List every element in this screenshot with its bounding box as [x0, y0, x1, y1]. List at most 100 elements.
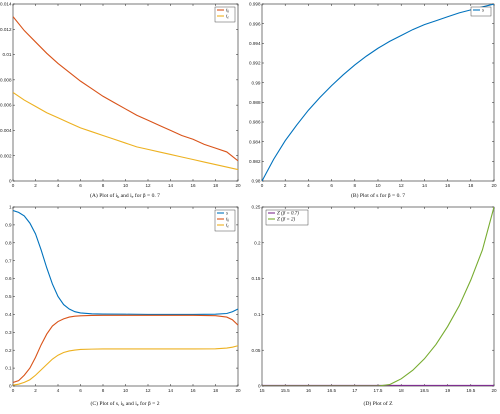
plot-area-frame [261, 3, 495, 182]
legend-subscript: k [227, 10, 229, 14]
y-tick-label: 1 [9, 205, 12, 210]
plot-area-frame [261, 206, 495, 387]
x-tick-label: 18 [468, 183, 474, 188]
x-tick-label: 16 [190, 388, 196, 393]
legend-entry: Z (β = 0.7) [277, 212, 299, 217]
x-tick-label: 17 [352, 388, 358, 393]
y-tick-label: 0 [9, 179, 12, 184]
chart-panel-d: 15 15.5 16 16.5 17 17.5 18 18.5 19 19.5 20 0 0.05 0.1… [252, 205, 497, 407]
x-tick-label: 14 [168, 183, 174, 188]
x-tick-label: 8 [102, 388, 105, 393]
x-tick-label: 19 [445, 388, 451, 393]
x-tick-label: 14 [168, 388, 174, 393]
series-line-2 [13, 92, 238, 171]
y-tick-label: 0.998 [249, 2, 261, 7]
caption-part: and i [119, 193, 132, 199]
y-tick-label: 0.1 [254, 312, 261, 317]
y-tick-label: 0.05 [252, 348, 261, 353]
caption-part: (A) Plot of i [90, 192, 118, 199]
chart-panel-c: 0 2 4 6 8 10 12 14 16 18 20 0 0.1 0.2 0.3 0.4 0.5 0.6 0.7 0… [5, 205, 241, 408]
y-tick-label: 0.008 [0, 77, 12, 82]
x-tick-label: 0 [261, 183, 264, 188]
x-tick-label: 2 [34, 183, 37, 188]
x-tick-label: 12 [145, 388, 151, 393]
x-tick-label: 18 [213, 183, 219, 188]
x-tick-label: 12 [399, 183, 405, 188]
y-tick-label: 0.004 [0, 128, 12, 133]
x-tick-label: 19.5 [466, 388, 475, 393]
caption-part: k [122, 402, 124, 407]
x-tick-label: 2 [34, 388, 37, 393]
x-tick-label: 12 [145, 183, 151, 188]
y-tick-label: 0.98 [252, 179, 261, 184]
caption-part: for β = 2 [139, 400, 160, 407]
legend-box [265, 209, 309, 226]
x-tick-label: 0 [12, 183, 15, 188]
caption-part: (C) Plot of s, i [91, 400, 123, 407]
series-line-1 [13, 210, 238, 315]
x-tick-label: 6 [79, 183, 82, 188]
y-tick-label: 0.982 [249, 159, 261, 164]
y-tick-label: 0.99 [252, 80, 261, 85]
y-tick-label: 0.8 [5, 240, 12, 245]
y-tick-label: 0.984 [249, 139, 261, 144]
x-tick-label: 15.5 [281, 388, 290, 393]
x-tick-label: 10 [123, 388, 129, 393]
panel-caption: (B) Plot of s for β = 0. 7 [351, 192, 405, 199]
caption-part: k [117, 194, 119, 199]
caption-part: and i [124, 401, 137, 407]
x-tick-label: 16.5 [327, 388, 336, 393]
x-tick-label: 4 [57, 183, 60, 188]
y-tick-label: 0.1 [5, 366, 12, 371]
series-line-1 [262, 4, 494, 181]
y-tick-label: 0 [258, 384, 261, 389]
x-tick-label: 4 [307, 183, 310, 188]
legend-entry: ik [226, 218, 229, 223]
legend-entry: s [226, 212, 228, 217]
x-tick-label: 2 [284, 183, 287, 188]
y-tick-label: 0.992 [249, 61, 261, 66]
y-tick-label: 0.01 [3, 52, 12, 57]
legend-subscript: e [227, 16, 229, 20]
x-tick-label: 18.5 [420, 388, 429, 393]
x-tick-label: 20 [235, 183, 241, 188]
legend-box [214, 6, 236, 23]
legend-entry: ie [226, 224, 229, 229]
legend-box [470, 6, 492, 17]
y-tick-label: 0.2 [254, 240, 261, 245]
x-tick-label: 4 [57, 388, 60, 393]
legend: s [470, 6, 492, 17]
panel-caption: (D) Plot of Z [363, 400, 393, 407]
y-tick-label: 0.25 [252, 205, 261, 210]
y-tick-label: 0.002 [0, 153, 12, 158]
y-tick-label: 0.7 [5, 258, 12, 263]
series-line-3 [13, 345, 238, 386]
chart-panel-a: 0 2 4 6 8 10 12 14 16 18 20 0 0.002 0.004 0.006 0.008 0.… [0, 2, 241, 200]
y-tick-label: 0.15 [252, 276, 261, 281]
series-line-2 [13, 314, 238, 383]
x-tick-label: 14 [422, 183, 428, 188]
x-tick-label: 8 [102, 183, 105, 188]
x-tick-label: 16 [190, 183, 196, 188]
x-tick-label: 16 [306, 388, 312, 393]
x-tick-label: 20 [235, 388, 241, 393]
x-tick-label: 20 [491, 183, 497, 188]
x-tick-label: 6 [330, 183, 333, 188]
legend-subscript: k [227, 219, 229, 223]
x-tick-label: 6 [79, 388, 82, 393]
x-tick-label: 16 [445, 183, 451, 188]
caption-part: for β = 0. 7 [133, 192, 160, 199]
legend: Z (β = 0.7)Z (β = 2) [265, 209, 309, 226]
x-tick-label: 15 [259, 388, 265, 393]
y-tick-label: 0.6 [5, 276, 12, 281]
caption-part: (D) Plot of Z [363, 400, 393, 407]
legend-box [214, 209, 236, 232]
y-tick-label: 0 [9, 384, 12, 389]
legend-subscript: e [227, 225, 229, 229]
plot-area-frame [12, 206, 239, 387]
y-tick-label: 0.988 [249, 100, 261, 105]
y-tick-label: 0.006 [0, 103, 12, 108]
series-line-2 [262, 207, 494, 386]
